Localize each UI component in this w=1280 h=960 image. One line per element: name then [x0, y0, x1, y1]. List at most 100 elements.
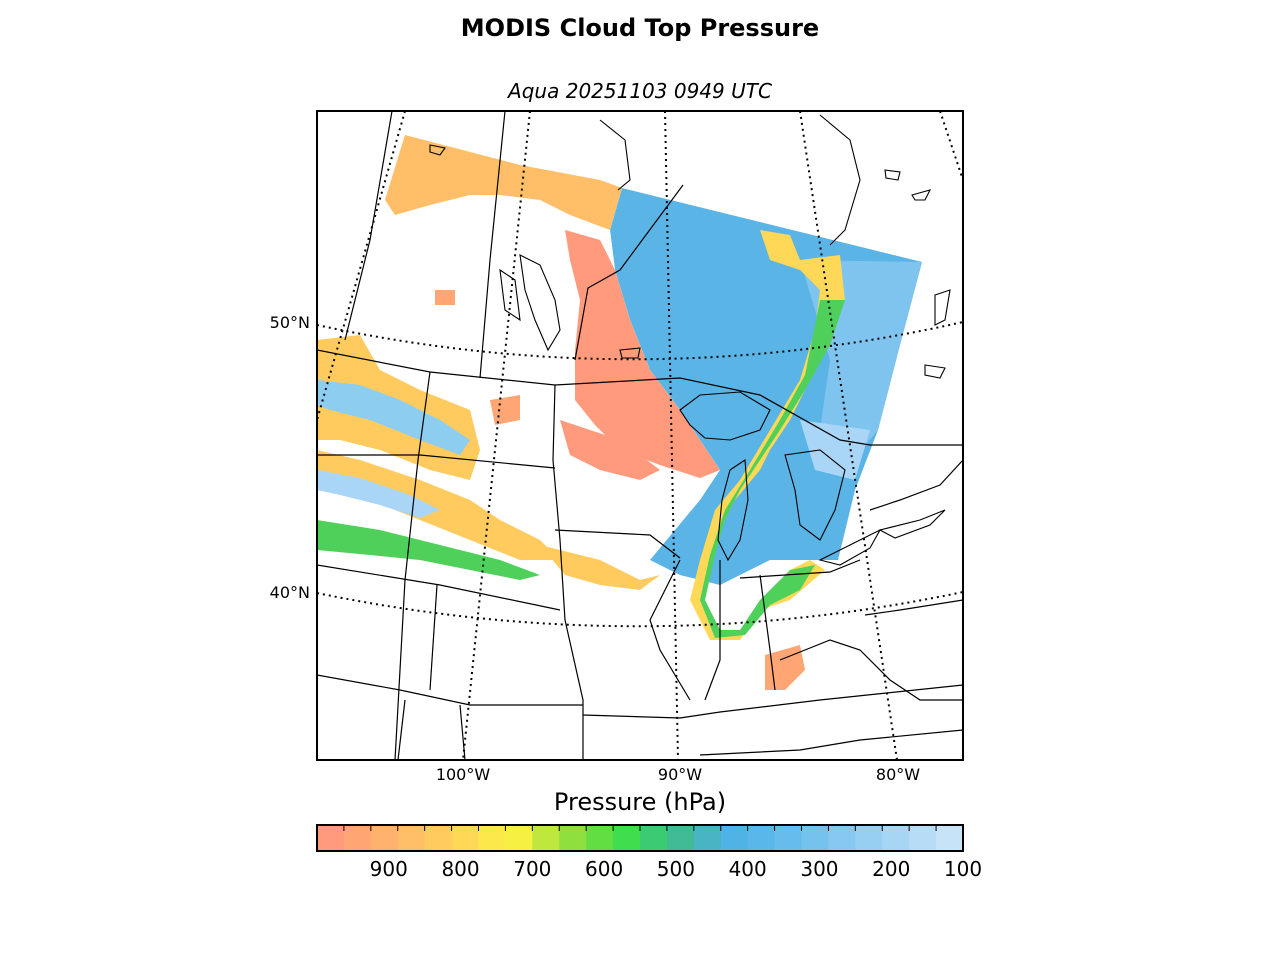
state-line-h2	[317, 564, 561, 611]
great-lakes	[429, 114, 951, 566]
lake-winnipeg	[519, 254, 561, 352]
graticule	[317, 111, 963, 760]
ohio-river	[779, 639, 963, 701]
lake-saint-jean	[924, 364, 946, 379]
low-cloud-central	[565, 230, 720, 478]
colorbar-tick-label: 600	[585, 857, 624, 881]
parallel-50n	[317, 321, 963, 361]
colorbar-tick-label: 500	[656, 857, 695, 881]
lake-huron	[784, 449, 846, 541]
state-line-mt	[394, 371, 431, 760]
colorbar-segment	[613, 825, 641, 851]
province-line-2	[479, 111, 506, 379]
pennsylvania-border	[864, 599, 963, 616]
meridian-90w	[664, 111, 679, 760]
meridian-80w	[799, 111, 898, 760]
mid-cloud-band	[690, 230, 845, 640]
manitoba-ontario-border	[574, 184, 684, 361]
illinois-indiana-border	[704, 560, 721, 701]
colorbar-segment	[559, 825, 587, 851]
colorbar-segment	[505, 825, 533, 851]
lake-north-1	[429, 144, 446, 156]
cloud-speck-2	[490, 395, 520, 425]
us-canada-border	[317, 349, 963, 446]
colorbar	[316, 824, 964, 852]
lake-manitoba	[499, 268, 521, 322]
state-line-ok	[397, 699, 406, 760]
colorbar-segment	[855, 825, 883, 851]
state-line-nd-sd-ne	[552, 384, 584, 760]
very-high-cloud	[800, 420, 870, 480]
colorbar-segment	[478, 825, 506, 851]
ontario-shore	[869, 459, 963, 511]
colorbar-segment	[666, 825, 695, 851]
lake-mistassini	[934, 289, 951, 326]
colorbar-segment	[693, 825, 722, 851]
colorbar-tick-label: 400	[728, 857, 767, 881]
meridian-100w	[462, 111, 531, 760]
state-line-co	[429, 584, 438, 691]
michigan-southern-border	[739, 559, 861, 579]
cloud-field	[317, 135, 922, 690]
colorbar-segment	[801, 825, 829, 851]
lake-of-the-woods	[619, 347, 641, 359]
hudson-shore-west	[599, 119, 631, 191]
island-2	[911, 189, 932, 201]
cloud-speck-1	[435, 290, 455, 305]
colorbar-frame	[316, 824, 964, 852]
colorbar-tick-label: 800	[441, 857, 480, 881]
colorbar-label: Pressure (hPa)	[553, 788, 727, 816]
colorbar-segment	[370, 825, 399, 851]
lon-label-80w: 80°W	[875, 765, 921, 784]
mississippi-river	[649, 559, 691, 701]
low-cloud-north	[385, 135, 622, 230]
colorbar-tick-label: 300	[800, 857, 839, 881]
meridian-70w	[939, 111, 963, 181]
colorbar-segment	[317, 825, 345, 851]
colorbar-segment	[774, 825, 802, 851]
lon-label-100w: 100°W	[435, 765, 491, 784]
james-bay-shore	[819, 114, 861, 246]
west-high-cloud-1	[317, 380, 470, 455]
colorbar-tick-label: 100	[943, 857, 983, 881]
parallel-40n	[317, 591, 963, 628]
colorbar-segment	[424, 825, 453, 851]
state-line-h1	[317, 454, 556, 469]
colorbar-tick-label: 900	[369, 857, 408, 881]
state-line-h4	[582, 684, 963, 719]
colorbar-segment	[828, 825, 856, 851]
indiana-ohio-border	[759, 574, 776, 691]
lat-label-50n: 50°N	[269, 313, 310, 332]
colorbar-segment	[936, 825, 964, 851]
west-mid-cloud	[317, 520, 540, 580]
chart-title: MODIS Cloud Top Pressure	[460, 14, 820, 42]
colorbar-segment	[747, 825, 776, 851]
lake-michigan	[717, 459, 749, 562]
colorbar-segment	[882, 825, 910, 851]
lake-erie	[818, 528, 882, 566]
low-cloud-south	[560, 420, 660, 480]
boundaries	[317, 111, 963, 760]
colorbar-segment	[720, 825, 749, 851]
island-1	[884, 169, 901, 181]
province-line-1	[344, 111, 393, 341]
chart-subtitle: Aqua 20251103 0949 UTC	[508, 79, 772, 103]
lake-superior	[679, 391, 771, 441]
colorbar-segment	[909, 825, 937, 851]
lat-label-40n: 40°N	[269, 583, 310, 602]
west-high-cloud-2	[317, 470, 440, 518]
colorbar-segment	[532, 825, 560, 851]
colorbar-segment	[397, 825, 426, 851]
colorbar-segment	[586, 825, 614, 851]
map-panel	[317, 111, 963, 760]
lake-ontario	[878, 509, 946, 539]
colorbar-tick-label: 200	[872, 857, 911, 881]
central-cloud-strip	[540, 545, 660, 590]
mid-cloud-green	[700, 300, 845, 638]
southeast-cloud-patch	[765, 645, 805, 690]
state-line-iowa-n	[554, 529, 681, 559]
colorbar-segment	[640, 825, 668, 851]
colorbar-segment	[343, 825, 372, 851]
colorbar-tick-label: 700	[513, 857, 552, 881]
